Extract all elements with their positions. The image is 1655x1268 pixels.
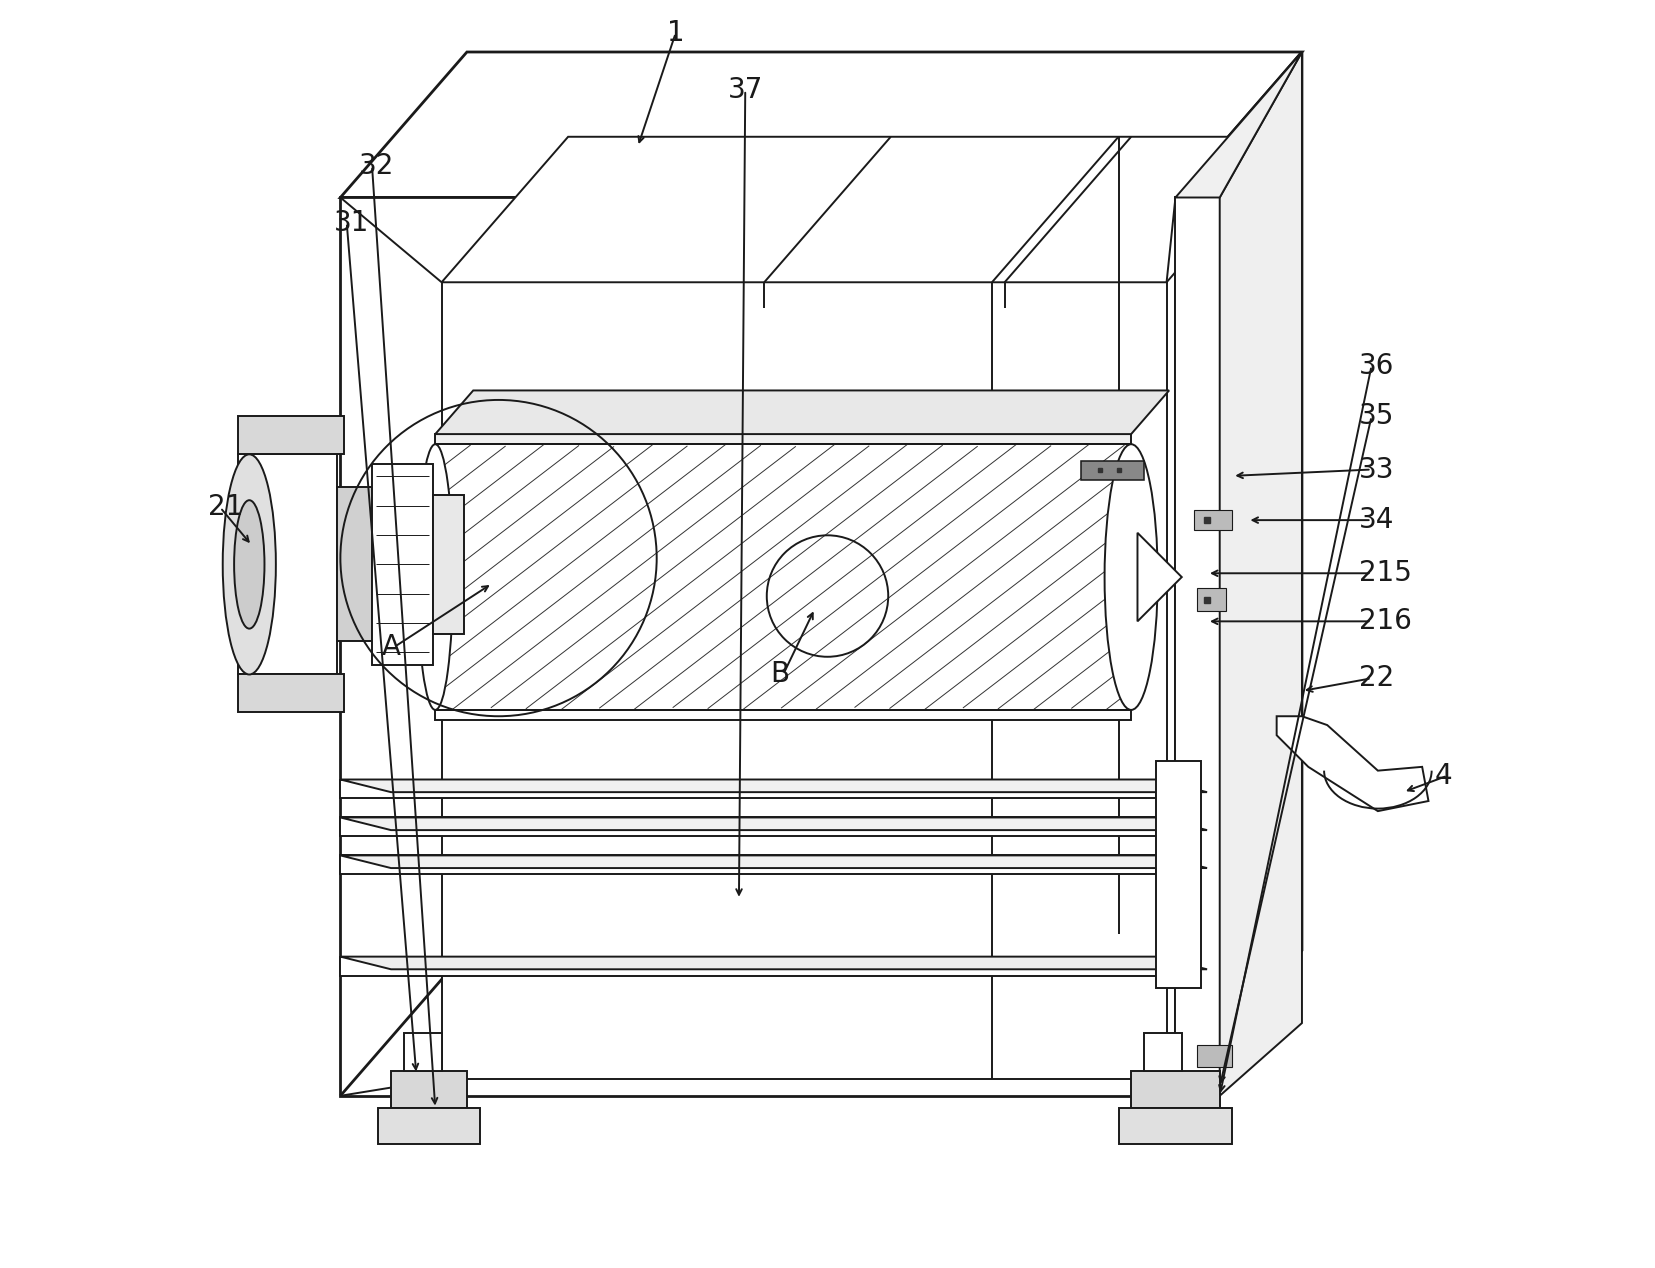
Polygon shape <box>1276 716 1428 812</box>
Polygon shape <box>341 818 1206 831</box>
Text: 216: 216 <box>1359 607 1412 635</box>
Polygon shape <box>1197 1045 1233 1066</box>
Text: 37: 37 <box>728 76 763 104</box>
Polygon shape <box>1195 510 1233 530</box>
Polygon shape <box>238 454 336 675</box>
Polygon shape <box>1175 198 1220 1096</box>
Ellipse shape <box>223 454 276 675</box>
Text: 31: 31 <box>334 209 369 237</box>
Polygon shape <box>1157 761 1202 988</box>
Ellipse shape <box>1104 444 1158 710</box>
Polygon shape <box>435 700 1130 720</box>
Text: 22: 22 <box>1359 664 1394 692</box>
Text: 34: 34 <box>1359 506 1394 534</box>
Polygon shape <box>372 464 432 666</box>
Polygon shape <box>341 780 1157 799</box>
Text: 36: 36 <box>1359 351 1394 380</box>
Polygon shape <box>379 1108 480 1144</box>
Polygon shape <box>435 434 1130 454</box>
Polygon shape <box>1119 1108 1233 1144</box>
Text: B: B <box>771 661 789 689</box>
Ellipse shape <box>233 500 265 629</box>
Polygon shape <box>341 856 1157 875</box>
Polygon shape <box>1175 52 1302 198</box>
Polygon shape <box>442 137 1293 283</box>
Polygon shape <box>341 856 1206 869</box>
Polygon shape <box>435 391 1168 434</box>
Text: A: A <box>382 633 401 661</box>
Polygon shape <box>341 956 1157 975</box>
Polygon shape <box>1197 588 1226 611</box>
Polygon shape <box>1137 533 1182 621</box>
Polygon shape <box>435 444 1130 710</box>
Polygon shape <box>1081 460 1144 479</box>
Polygon shape <box>341 780 1206 792</box>
Polygon shape <box>432 495 465 634</box>
Polygon shape <box>341 198 1175 1096</box>
Polygon shape <box>1175 52 1302 1096</box>
Text: 4: 4 <box>1435 762 1453 790</box>
Polygon shape <box>341 818 1157 837</box>
Text: 21: 21 <box>207 493 243 521</box>
Polygon shape <box>238 416 344 454</box>
Polygon shape <box>341 52 1302 198</box>
Ellipse shape <box>417 444 453 710</box>
Text: 33: 33 <box>1359 455 1395 483</box>
Polygon shape <box>404 1032 442 1070</box>
Text: 35: 35 <box>1359 402 1394 430</box>
Polygon shape <box>336 487 372 642</box>
Polygon shape <box>1130 1070 1220 1108</box>
Text: 215: 215 <box>1359 559 1412 587</box>
Polygon shape <box>1220 52 1302 1096</box>
Polygon shape <box>442 283 1167 1079</box>
Polygon shape <box>341 956 1206 969</box>
Text: 32: 32 <box>359 152 396 180</box>
Polygon shape <box>238 675 344 713</box>
Polygon shape <box>1144 1032 1182 1070</box>
Text: 1: 1 <box>667 19 685 47</box>
Polygon shape <box>391 1070 467 1108</box>
